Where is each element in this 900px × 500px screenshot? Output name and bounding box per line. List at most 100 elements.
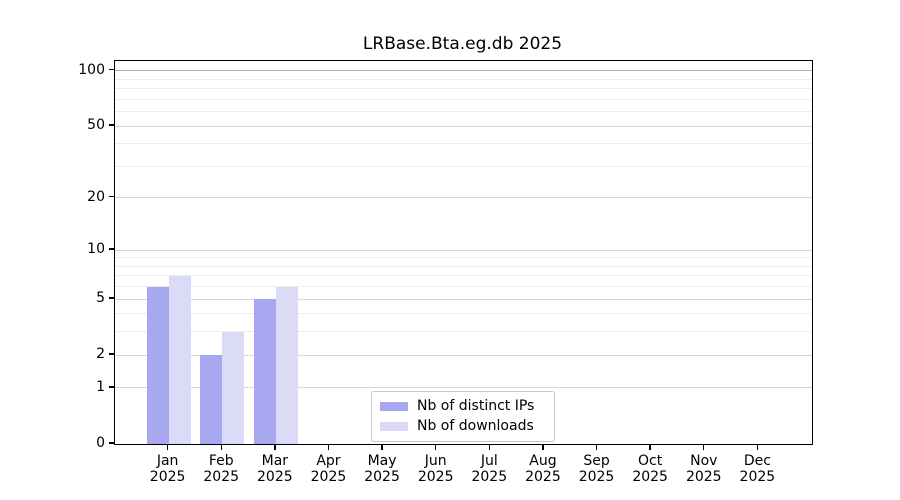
- bar-ips-feb: [200, 355, 223, 444]
- x-tick: [649, 444, 651, 450]
- x-tick-month: Jan: [156, 453, 179, 469]
- gridline-minor: [115, 98, 812, 100]
- x-tick-year: 2025: [310, 469, 347, 485]
- chart-title: LRBase.Bta.eg.db 2025: [362, 34, 563, 54]
- x-tick-label: Sep 2025: [565, 453, 629, 485]
- gridline-minor: [115, 257, 812, 259]
- x-tick: [756, 444, 759, 450]
- x-tick-label: Aug 2025: [511, 453, 575, 485]
- x-tick-label: Feb 2025: [189, 453, 253, 485]
- y-tick-label: 0: [96, 435, 105, 451]
- x-tick-month: Feb: [208, 453, 234, 469]
- x-tick-year: 2025: [632, 469, 668, 485]
- gridline-major: [115, 387, 812, 389]
- x-tick-year: 2025: [364, 469, 400, 485]
- gridline-major: [115, 70, 812, 72]
- gridline-minor: [115, 88, 812, 90]
- gridline-minor: [115, 165, 812, 167]
- plot-inner: [115, 61, 812, 444]
- x-tick-month: May: [367, 453, 397, 469]
- legend-label: Nb of downloads: [417, 418, 534, 434]
- x-tick-year: 2025: [471, 469, 508, 485]
- x-tick-month: Dec: [743, 453, 771, 469]
- legend-swatch-downloads: [380, 422, 408, 431]
- y-tick: [109, 248, 114, 250]
- x-tick-label: May 2025: [350, 453, 414, 485]
- x-tick-year: 2025: [739, 469, 776, 485]
- x-tick-label: Jun 2025: [404, 453, 468, 485]
- plot-area: [114, 60, 813, 445]
- y-tick-label: 5: [96, 290, 105, 307]
- x-tick-label: Apr 2025: [296, 453, 360, 485]
- y-tick-label: 10: [87, 241, 105, 258]
- gridline-minor: [115, 331, 812, 333]
- x-tick: [434, 444, 437, 450]
- y-tick-label: 2: [96, 346, 105, 363]
- x-tick-month: Mar: [261, 453, 289, 469]
- gridline-minor: [115, 275, 812, 277]
- x-tick-year: 2025: [257, 469, 293, 485]
- legend-row: Nb of distinct IPs: [380, 398, 545, 415]
- x-tick-year: 2025: [685, 469, 722, 485]
- x-tick-label: Mar 2025: [243, 453, 307, 485]
- legend-row: Nb of downloads: [380, 418, 545, 435]
- legend: Nb of distinct IPs Nb of downloads: [371, 391, 555, 442]
- bar-downloads-mar: [275, 286, 298, 444]
- x-tick-label: Nov 2025: [672, 453, 736, 485]
- x-tick-month: Oct: [638, 453, 663, 469]
- gridline-minor: [115, 143, 812, 145]
- legend-label: Nb of distinct IPs: [417, 398, 535, 414]
- y-tick: [109, 442, 114, 444]
- x-tick-month: Nov: [690, 453, 718, 469]
- y-tick: [109, 124, 114, 126]
- y-tick-label: 100: [78, 61, 105, 78]
- x-tick-label: Jan 2025: [136, 453, 200, 485]
- gridline-minor: [115, 78, 812, 80]
- gridline-major: [115, 354, 812, 356]
- x-tick-year: 2025: [203, 469, 240, 485]
- gridline-major: [115, 125, 812, 127]
- x-tick-label: Dec 2025: [725, 453, 789, 485]
- y-tick: [109, 196, 114, 198]
- gridline-major: [115, 249, 812, 251]
- x-tick-year: 2025: [149, 469, 186, 485]
- legend-swatch-ips: [380, 402, 408, 411]
- y-tick: [109, 69, 114, 71]
- y-tick-label: 1: [96, 378, 105, 395]
- gridline-minor: [115, 286, 812, 288]
- bar-ips-jan: [146, 286, 169, 444]
- x-tick: [381, 444, 383, 450]
- x-tick: [220, 444, 222, 450]
- gridline-minor: [115, 313, 812, 315]
- x-tick: [166, 444, 169, 450]
- bar-downloads-feb: [222, 331, 245, 444]
- x-tick-label: Jul 2025: [457, 453, 521, 485]
- gridline-minor: [115, 265, 812, 267]
- x-tick-month: Aug: [529, 453, 557, 469]
- bar-downloads-jan: [168, 275, 191, 444]
- x-tick: [542, 444, 544, 450]
- y-tick-label: 20: [87, 188, 105, 205]
- bar-ips-mar: [253, 299, 276, 444]
- x-tick: [488, 444, 490, 450]
- x-tick-month: Jun: [424, 453, 447, 469]
- y-tick-label: 50: [87, 117, 105, 134]
- y-tick: [109, 297, 114, 299]
- x-tick-label: Oct 2025: [618, 453, 682, 485]
- y-tick: [109, 353, 114, 355]
- x-tick-year: 2025: [578, 469, 615, 485]
- x-tick: [595, 444, 598, 450]
- gridline-major: [115, 197, 812, 199]
- x-tick-month: Sep: [583, 453, 610, 469]
- gridline-major: [115, 298, 812, 300]
- x-tick: [703, 444, 705, 450]
- gridline-minor: [115, 111, 812, 113]
- x-tick-year: 2025: [417, 469, 454, 485]
- x-tick-year: 2025: [525, 469, 561, 485]
- x-tick-month: Jul: [480, 453, 498, 469]
- x-tick: [274, 444, 276, 450]
- y-tick: [109, 386, 114, 388]
- x-tick-month: Apr: [316, 453, 341, 469]
- x-tick: [327, 444, 330, 450]
